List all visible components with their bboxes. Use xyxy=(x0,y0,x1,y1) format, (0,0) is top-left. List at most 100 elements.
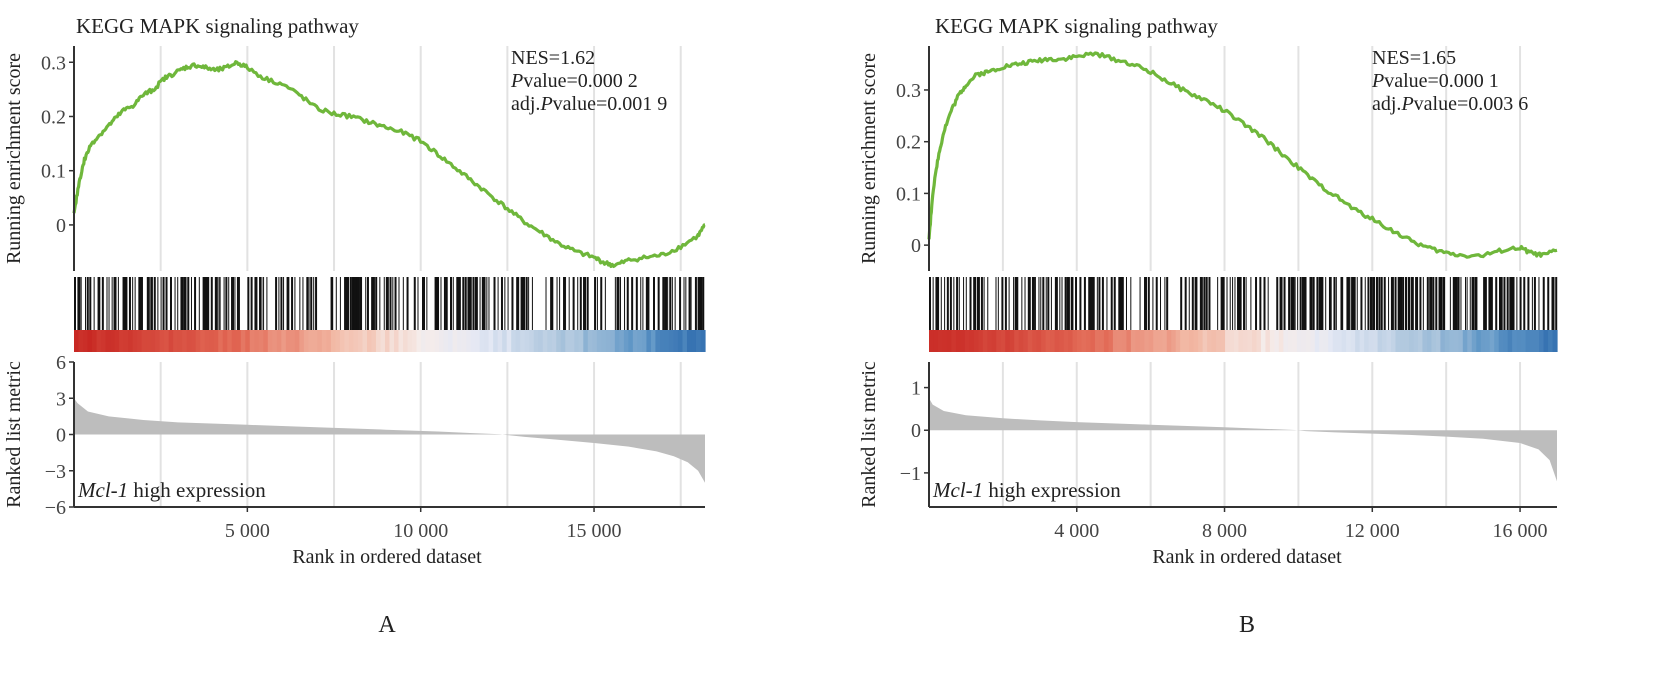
heat-strip-cell xyxy=(132,330,138,352)
hit-line xyxy=(202,277,206,330)
heat-strip-cell xyxy=(583,330,589,352)
hit-line xyxy=(1483,277,1487,330)
hit-line xyxy=(180,277,184,330)
heat-strip-cell xyxy=(497,330,503,352)
x-tick-label: 10 000 xyxy=(393,520,448,542)
heat-strip-cell xyxy=(1449,330,1455,352)
heat-strip-cell xyxy=(1274,330,1280,352)
metric-y-tick-label: 0 xyxy=(56,425,66,447)
heat-strip-cell xyxy=(371,330,377,352)
hit-line xyxy=(1194,277,1197,330)
hit-line xyxy=(1237,277,1240,330)
x-tick-label: 15 000 xyxy=(567,520,622,542)
heat-strip-cell xyxy=(182,330,188,352)
hit-line xyxy=(1259,277,1262,330)
hit-line xyxy=(596,277,598,330)
hit-line xyxy=(1164,277,1166,330)
hit-line xyxy=(929,277,931,330)
metric-y-axis-label: Ranked list metric xyxy=(858,361,880,508)
hit-line xyxy=(1125,277,1127,330)
heat-strip-cell xyxy=(119,330,125,352)
heat-strip-cell xyxy=(1521,330,1527,352)
hit-line xyxy=(1203,277,1206,330)
ranked-metric-area xyxy=(74,398,705,483)
hit-line xyxy=(579,277,582,330)
heat-strip-cell xyxy=(1391,330,1397,352)
hit-line xyxy=(174,277,176,330)
hit-line xyxy=(138,277,142,330)
heat-strip-cell xyxy=(1014,330,1020,352)
heat-strip-cell xyxy=(380,330,386,352)
hit-line xyxy=(1050,277,1052,330)
heat-strip-cell xyxy=(312,330,318,352)
heat-strip-cell xyxy=(1552,330,1558,352)
hit-line xyxy=(139,277,143,330)
hit-line xyxy=(266,277,268,330)
hit-line xyxy=(204,277,207,330)
hit-line xyxy=(365,277,367,330)
hit-line xyxy=(1410,277,1414,330)
heat-strip-cell xyxy=(362,330,368,352)
metric-y-tick-label: −3 xyxy=(45,461,66,483)
hit-line xyxy=(77,277,81,330)
heat-strip-cell xyxy=(560,330,566,352)
hit-line xyxy=(958,277,960,330)
hit-line xyxy=(624,277,626,330)
hit-line xyxy=(953,277,955,330)
hit-line xyxy=(1027,277,1031,330)
heat-strip-cell xyxy=(1426,330,1432,352)
hit-line xyxy=(1312,277,1315,330)
hit-line xyxy=(183,277,187,330)
heat-strip-cell xyxy=(1503,330,1509,352)
hit-line xyxy=(1551,277,1555,330)
hit-line xyxy=(339,277,341,330)
heat-strip-cell xyxy=(1287,330,1293,352)
hit-line xyxy=(1229,277,1231,330)
heat-strip-cell xyxy=(1005,330,1011,352)
hit-line xyxy=(440,277,442,330)
heat-strip-cell xyxy=(574,330,580,352)
hit-line xyxy=(225,277,228,330)
hit-line xyxy=(483,277,486,330)
heat-strip-cell xyxy=(533,330,539,352)
hit-line xyxy=(1485,277,1487,330)
hit-line xyxy=(1038,277,1040,330)
heat-strip-cell xyxy=(1395,330,1401,352)
hit-line xyxy=(1034,277,1036,330)
hit-line xyxy=(937,277,940,330)
annotation-rest: high expression xyxy=(128,478,266,502)
heat-strip-cell xyxy=(74,330,80,352)
hit-line xyxy=(949,277,952,330)
heat-strip-cell xyxy=(1467,330,1473,352)
hit-line xyxy=(1001,277,1004,330)
hit-line xyxy=(385,277,389,330)
hit-line xyxy=(604,277,606,330)
hit-line xyxy=(1506,277,1509,330)
hit-line xyxy=(1342,277,1344,330)
heat-strip-cell xyxy=(384,330,391,352)
metric-y-tick-label: 6 xyxy=(56,352,66,374)
heat-strip-cell xyxy=(317,330,323,352)
hit-line xyxy=(1402,277,1405,330)
hit-line xyxy=(635,277,638,330)
heat-strip-cell xyxy=(1077,330,1083,352)
heat-strip-cell xyxy=(556,330,562,352)
hit-line xyxy=(392,277,394,330)
hit-line xyxy=(1008,277,1010,330)
heat-strip-cell xyxy=(619,330,625,352)
hit-line xyxy=(445,277,448,330)
heat-strip-cell xyxy=(1462,330,1468,352)
hit-line xyxy=(302,277,304,330)
hit-line xyxy=(1335,277,1337,330)
metric-y-tick-label: −6 xyxy=(45,497,66,519)
heat-strip-cell xyxy=(123,330,129,352)
heat-strip-cell xyxy=(1090,330,1096,352)
hit-line xyxy=(443,277,446,330)
heat-strip-cell xyxy=(628,330,634,352)
hit-line xyxy=(150,277,153,330)
hit-line xyxy=(1469,277,1471,330)
heat-strip-cell xyxy=(1368,330,1374,352)
hit-line xyxy=(122,277,126,330)
hit-line xyxy=(1118,277,1121,330)
heat-strip-cell xyxy=(326,330,332,352)
